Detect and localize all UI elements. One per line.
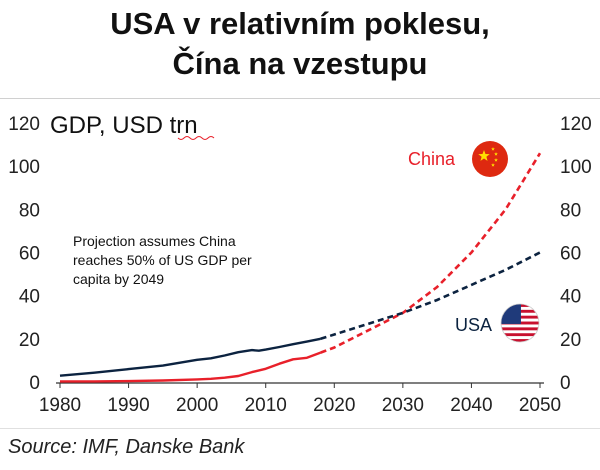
china-series-label: China (408, 149, 456, 169)
x-tick-label: 2000 (176, 395, 218, 416)
usa-flag-stripe (501, 330, 539, 334)
y-tick-label-left: 80 (19, 200, 40, 221)
annotation-line: Projection assumes China (73, 233, 236, 249)
source-note: Source: IMF, Danske Bank (8, 436, 245, 458)
y-tick-label-right: 40 (560, 287, 581, 308)
usa-flag-stripe (501, 333, 539, 337)
y-tick-label-left: 120 (8, 114, 40, 135)
y-tick-label-left: 40 (19, 287, 40, 308)
usa-flag-stripe (501, 339, 539, 342)
china-flag-star (478, 150, 490, 161)
x-tick-label: 2020 (313, 395, 355, 416)
title-line-2: Čína na vzestupu (172, 46, 428, 81)
x-tick-label: 1990 (107, 395, 149, 416)
y-tick-label-right: 0 (560, 373, 571, 394)
y-tick-label-left: 100 (8, 157, 40, 178)
chart-frame: 0 20 40 60 80 100 120 0 20 40 60 80 100 120 1980 1990 20… (0, 98, 600, 429)
china-flag-star (494, 152, 498, 156)
x-tick-label: 2050 (519, 395, 561, 416)
x-tick-label: 1980 (39, 395, 81, 416)
y-tick-label-left: 20 (19, 330, 40, 351)
y-tick-label-right: 80 (560, 200, 581, 221)
china-projection-line (320, 152, 542, 354)
china-flag-star (494, 158, 498, 162)
usa-flag-canton (501, 304, 521, 324)
usa-series-label: USA (455, 315, 492, 335)
usa-flag-stripe (501, 327, 539, 331)
y-tick-label-right: 100 (560, 157, 592, 178)
x-tick-label: 2040 (450, 395, 492, 416)
usa-flag-outline (500, 303, 540, 343)
y-tick-label-right: 120 (560, 114, 592, 135)
y-tick-label-right: 60 (560, 244, 581, 265)
china-flag-star (491, 163, 495, 167)
usa-flag-stripe (501, 324, 539, 328)
chart-title: USA v relativním poklesu, Čína na vzestu… (0, 4, 600, 84)
x-tick-label: 2030 (382, 395, 424, 416)
annotation-line: capita by 2049 (73, 271, 164, 287)
china-flag-star (491, 147, 495, 151)
china-flag-icon (472, 141, 508, 177)
title-line-1: USA v relativním poklesu, (110, 6, 490, 41)
x-tick-label: 2010 (245, 395, 287, 416)
usa-flag-stripe (501, 336, 539, 340)
spellcheck-squiggle (177, 136, 215, 140)
y-axis-label: GDP, USD trn (50, 112, 198, 139)
usa-actual-line (59, 337, 321, 377)
china-actual-line (60, 351, 322, 383)
y-tick-label-left: 60 (19, 244, 40, 265)
y-tick-label-right: 20 (560, 330, 581, 351)
usa-projection-line (320, 251, 541, 341)
y-tick-label-left: 0 (29, 373, 40, 394)
annotation-line: reaches 50% of US GDP per (73, 252, 252, 268)
footer-divider (0, 428, 600, 429)
